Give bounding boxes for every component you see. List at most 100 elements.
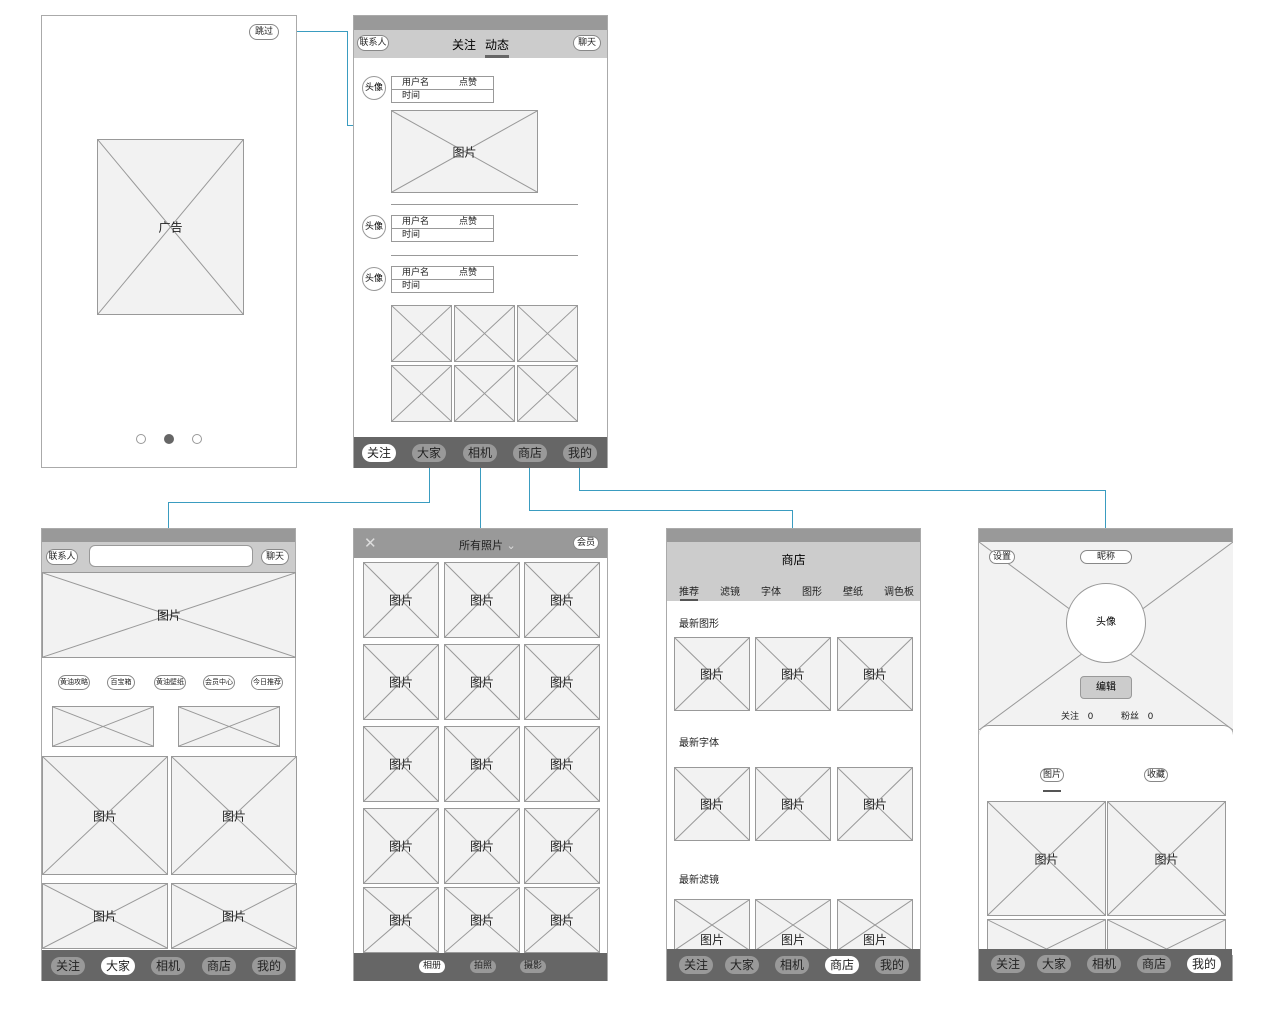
nav-follow[interactable]: 关注: [991, 955, 1025, 973]
store-item[interactable]: 图片: [755, 767, 831, 841]
store-item[interactable]: 图片: [674, 767, 750, 841]
photo-thumbnail[interactable]: 图片: [524, 808, 600, 884]
content-image[interactable]: 图片: [42, 883, 168, 949]
nav-camera[interactable]: 相机: [463, 444, 497, 462]
page-dot[interactable]: [136, 434, 146, 444]
tab-follow[interactable]: 关注: [452, 38, 477, 52]
grid-image[interactable]: [517, 365, 578, 422]
ad-placeholder[interactable]: 广告: [97, 139, 244, 315]
like-label[interactable]: 点赞: [459, 268, 478, 278]
contacts-button[interactable]: 联系人: [46, 549, 78, 565]
grid-image[interactable]: [454, 305, 515, 362]
content-image[interactable]: 图片: [171, 883, 297, 949]
search-input[interactable]: [89, 545, 253, 567]
edit-button[interactable]: 编辑: [1080, 676, 1132, 699]
nav-mine[interactable]: 我的: [252, 957, 286, 975]
member-button[interactable]: 会员: [573, 536, 599, 550]
photo-thumbnail[interactable]: 图片: [363, 562, 439, 638]
photo-thumbnail[interactable]: 图片: [363, 644, 439, 720]
photo-thumbnail[interactable]: 图片: [524, 644, 600, 720]
content-image[interactable]: 图片: [42, 756, 168, 875]
photo-thumbnail[interactable]: 图片: [444, 562, 520, 638]
store-item[interactable]: 图片: [837, 899, 913, 951]
chat-button[interactable]: 聊天: [261, 549, 289, 565]
profile-image[interactable]: 图片: [987, 801, 1106, 916]
chip[interactable]: 百宝箱: [107, 675, 135, 690]
photo-thumbnail[interactable]: 图片: [524, 562, 600, 638]
following-stat[interactable]: 关注 0: [1061, 709, 1093, 722]
avatar[interactable]: 头像: [362, 267, 386, 291]
banner-image[interactable]: 图片: [42, 572, 296, 658]
chevron-down-icon[interactable]: ⌄: [506, 539, 516, 552]
content-image[interactable]: 图片: [171, 756, 297, 875]
tab-shapes[interactable]: 图形: [802, 587, 822, 598]
tab-capture[interactable]: 拍照: [470, 960, 496, 973]
page-dot-active[interactable]: [164, 434, 174, 444]
photo-thumbnail[interactable]: 图片: [363, 808, 439, 884]
nav-store[interactable]: 商店: [513, 444, 547, 462]
album-title[interactable]: 所有照片 ⌄: [459, 537, 516, 553]
store-item[interactable]: 图片: [837, 637, 913, 711]
nav-everyone[interactable]: 大家: [725, 956, 759, 974]
contacts-button[interactable]: 联系人: [357, 35, 389, 51]
photo-thumbnail[interactable]: 图片: [444, 726, 520, 802]
username[interactable]: 用户名: [402, 217, 430, 227]
nav-follow[interactable]: 关注: [679, 956, 713, 974]
photo-thumbnail[interactable]: 图片: [363, 887, 439, 953]
tab-fonts[interactable]: 字体: [761, 587, 781, 598]
store-item[interactable]: 图片: [755, 637, 831, 711]
like-label[interactable]: 点赞: [459, 217, 478, 227]
grid-image[interactable]: [391, 365, 452, 422]
nav-everyone[interactable]: 大家: [101, 957, 135, 975]
chip[interactable]: 黄油壁纸: [154, 675, 186, 690]
tab-palettes[interactable]: 调色板: [884, 587, 914, 598]
nav-mine[interactable]: 我的: [875, 956, 909, 974]
promo-image[interactable]: [52, 706, 154, 747]
nav-camera[interactable]: 相机: [775, 956, 809, 974]
nickname[interactable]: 昵称: [1080, 550, 1132, 564]
tab-recommend[interactable]: 推荐: [679, 587, 699, 598]
nav-mine[interactable]: 我的: [1187, 955, 1221, 973]
photo-thumbnail[interactable]: 图片: [444, 887, 520, 953]
username[interactable]: 用户名: [402, 78, 430, 88]
tab-wallpapers[interactable]: 壁纸: [843, 587, 863, 598]
post-image[interactable]: 图片: [391, 110, 538, 193]
avatar[interactable]: 头像: [362, 76, 386, 100]
photo-thumbnail[interactable]: 图片: [444, 644, 520, 720]
page-dot[interactable]: [192, 434, 202, 444]
nav-follow[interactable]: 关注: [51, 957, 85, 975]
nav-mine[interactable]: 我的: [563, 444, 597, 462]
like-label[interactable]: 点赞: [459, 78, 478, 88]
chip[interactable]: 会员中心: [203, 675, 235, 690]
settings-button[interactable]: 设置: [989, 550, 1015, 564]
photo-thumbnail[interactable]: 图片: [444, 808, 520, 884]
nav-camera[interactable]: 相机: [1087, 955, 1121, 973]
tab-photography[interactable]: 摄影: [520, 960, 546, 973]
promo-image[interactable]: [178, 706, 280, 747]
photo-thumbnail[interactable]: 图片: [363, 726, 439, 802]
username[interactable]: 用户名: [402, 268, 430, 278]
store-item[interactable]: 图片: [674, 637, 750, 711]
nav-camera[interactable]: 相机: [151, 957, 185, 975]
tab-filters[interactable]: 滤镜: [720, 587, 740, 598]
tab-album[interactable]: 相册: [419, 960, 445, 973]
grid-image[interactable]: [391, 305, 452, 362]
chat-button[interactable]: 聊天: [573, 35, 601, 51]
nav-store[interactable]: 商店: [1137, 955, 1171, 973]
skip-button[interactable]: 跳过: [249, 24, 279, 40]
store-item[interactable]: 图片: [755, 899, 831, 951]
profile-image[interactable]: 图片: [1107, 801, 1226, 916]
grid-image[interactable]: [517, 305, 578, 362]
store-item[interactable]: 图片: [837, 767, 913, 841]
tab-favorites[interactable]: 收藏: [1144, 768, 1168, 782]
chip[interactable]: 黄油攻略: [58, 675, 90, 690]
tab-images[interactable]: 图片: [1040, 768, 1064, 782]
nav-store[interactable]: 商店: [202, 957, 236, 975]
profile-avatar[interactable]: 头像: [1066, 583, 1146, 663]
fans-stat[interactable]: 粉丝 0: [1121, 709, 1153, 722]
nav-everyone[interactable]: 大家: [412, 444, 446, 462]
close-icon[interactable]: ✕: [364, 534, 377, 552]
avatar[interactable]: 头像: [362, 215, 386, 239]
nav-follow[interactable]: 关注: [362, 444, 396, 462]
tab-moments[interactable]: 动态: [485, 38, 510, 52]
